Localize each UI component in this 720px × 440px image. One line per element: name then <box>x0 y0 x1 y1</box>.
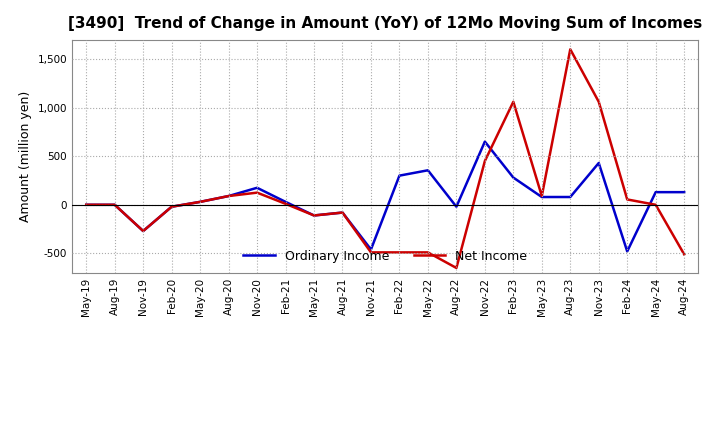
Net Income <box>310 213 318 218</box>
Net Income <box>680 252 688 257</box>
Ordinary Income <box>82 202 91 207</box>
Ordinary Income <box>452 204 461 209</box>
Y-axis label: Amount (million yen): Amount (million yen) <box>19 91 32 222</box>
Net Income <box>480 158 489 164</box>
Ordinary Income <box>110 202 119 207</box>
Net Income <box>110 202 119 207</box>
Ordinary Income <box>139 228 148 234</box>
Ordinary Income <box>623 249 631 254</box>
Net Income <box>395 250 404 255</box>
Net Income <box>139 228 148 234</box>
Ordinary Income <box>282 199 290 205</box>
Net Income <box>595 99 603 104</box>
Net Income <box>338 210 347 215</box>
Ordinary Income <box>652 190 660 195</box>
Ordinary Income <box>253 185 261 191</box>
Line: Ordinary Income: Ordinary Income <box>86 142 684 251</box>
Ordinary Income <box>225 194 233 199</box>
Net Income <box>167 204 176 209</box>
Ordinary Income <box>480 139 489 144</box>
Line: Net Income: Net Income <box>86 49 684 268</box>
Net Income <box>509 99 518 104</box>
Ordinary Income <box>537 194 546 200</box>
Ordinary Income <box>566 194 575 200</box>
Title: [3490]  Trend of Change in Amount (YoY) of 12Mo Moving Sum of Incomes: [3490] Trend of Change in Amount (YoY) o… <box>68 16 702 32</box>
Net Income <box>623 197 631 202</box>
Ordinary Income <box>395 173 404 178</box>
Ordinary Income <box>196 199 204 205</box>
Ordinary Income <box>366 247 375 252</box>
Net Income <box>253 190 261 195</box>
Net Income <box>652 202 660 207</box>
Ordinary Income <box>509 175 518 180</box>
Ordinary Income <box>167 204 176 209</box>
Ordinary Income <box>595 160 603 165</box>
Ordinary Income <box>680 190 688 195</box>
Net Income <box>566 47 575 52</box>
Net Income <box>423 250 432 255</box>
Ordinary Income <box>338 210 347 215</box>
Net Income <box>225 194 233 199</box>
Net Income <box>196 199 204 205</box>
Net Income <box>282 201 290 206</box>
Ordinary Income <box>423 168 432 173</box>
Net Income <box>82 202 91 207</box>
Net Income <box>537 194 546 199</box>
Legend: Ordinary Income, Net Income: Ordinary Income, Net Income <box>237 243 534 269</box>
Net Income <box>452 265 461 271</box>
Net Income <box>366 250 375 255</box>
Ordinary Income <box>310 213 318 218</box>
